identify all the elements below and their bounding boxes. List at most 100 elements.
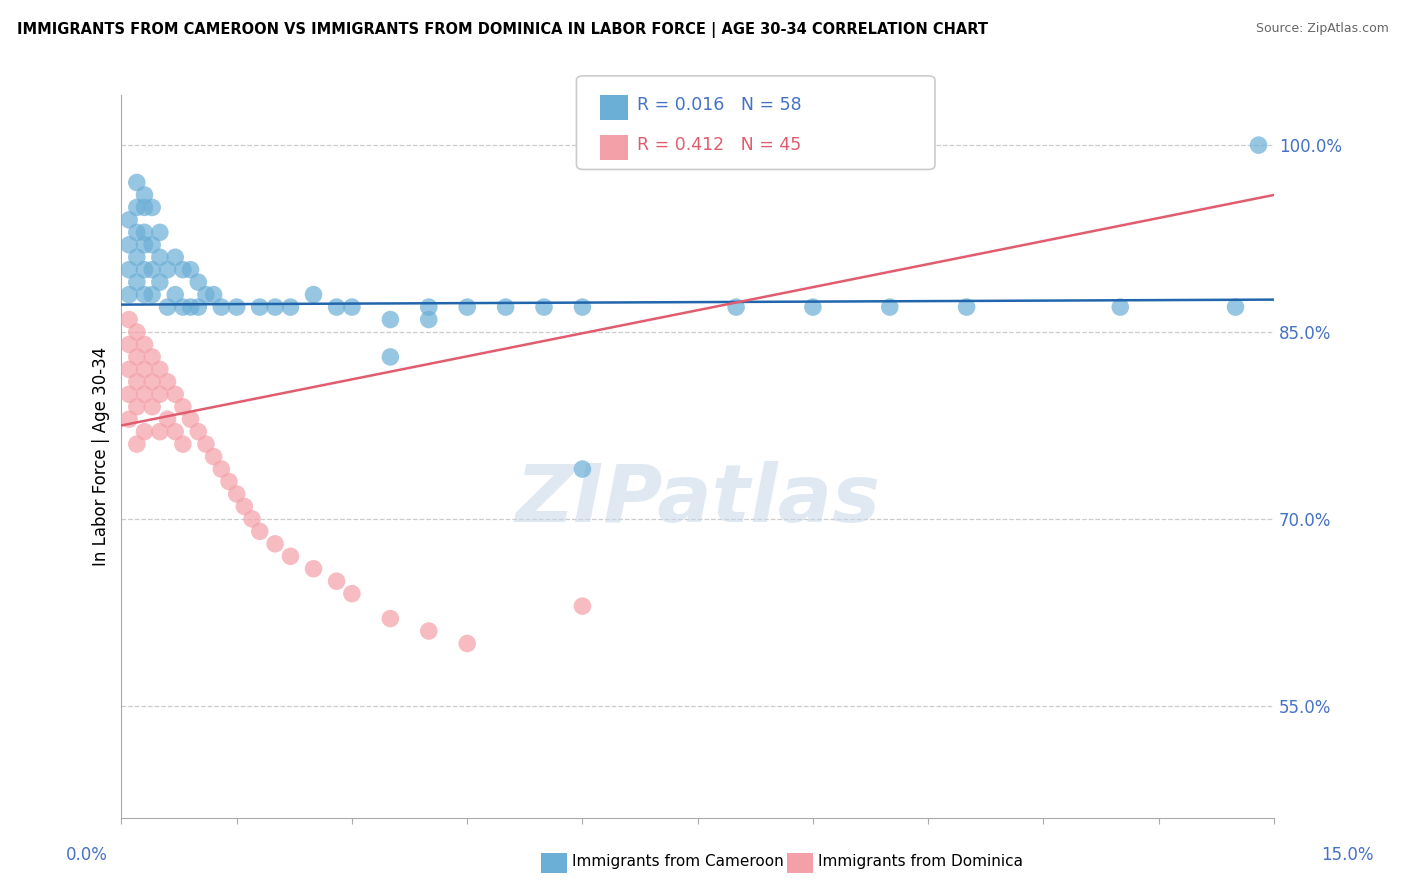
Point bbox=[801, 300, 824, 314]
Point bbox=[955, 300, 977, 314]
Point bbox=[149, 225, 172, 239]
Point bbox=[725, 300, 748, 314]
Point bbox=[180, 262, 202, 277]
Text: 15.0%: 15.0% bbox=[1320, 846, 1374, 863]
Point bbox=[418, 300, 440, 314]
Point bbox=[125, 225, 148, 239]
Point bbox=[1109, 300, 1132, 314]
Point bbox=[141, 287, 163, 301]
Point bbox=[125, 176, 148, 190]
Point bbox=[180, 412, 202, 426]
Point bbox=[141, 375, 163, 389]
Point bbox=[165, 387, 187, 401]
Point bbox=[340, 587, 363, 601]
Point bbox=[156, 300, 179, 314]
Point bbox=[240, 512, 263, 526]
Point bbox=[302, 562, 325, 576]
Point bbox=[249, 300, 271, 314]
Point bbox=[380, 350, 402, 364]
Point bbox=[249, 524, 271, 539]
Point bbox=[172, 300, 194, 314]
Point bbox=[134, 362, 156, 376]
Point bbox=[571, 300, 593, 314]
Point bbox=[125, 201, 148, 215]
Point bbox=[125, 437, 148, 451]
Point bbox=[134, 425, 156, 439]
Point bbox=[187, 275, 209, 289]
Point bbox=[209, 462, 232, 476]
Point bbox=[302, 287, 325, 301]
Point bbox=[125, 375, 148, 389]
Point bbox=[264, 537, 287, 551]
Point bbox=[264, 300, 287, 314]
Text: Immigrants from Dominica: Immigrants from Dominica bbox=[818, 855, 1024, 869]
Point bbox=[141, 262, 163, 277]
Point bbox=[118, 237, 141, 252]
Point bbox=[172, 262, 194, 277]
Point bbox=[209, 300, 232, 314]
Point bbox=[125, 250, 148, 264]
Point bbox=[202, 287, 225, 301]
Text: 0.0%: 0.0% bbox=[66, 846, 108, 863]
Point bbox=[134, 337, 156, 351]
Text: R = 0.412   N = 45: R = 0.412 N = 45 bbox=[637, 136, 801, 154]
Point bbox=[879, 300, 901, 314]
Point bbox=[118, 312, 141, 326]
Point bbox=[149, 387, 172, 401]
Y-axis label: In Labor Force | Age 30-34: In Labor Force | Age 30-34 bbox=[93, 347, 110, 566]
Text: R = 0.016   N = 58: R = 0.016 N = 58 bbox=[637, 96, 801, 114]
Point bbox=[280, 300, 302, 314]
Point bbox=[533, 300, 555, 314]
Point bbox=[225, 300, 247, 314]
Point bbox=[280, 549, 302, 564]
Point bbox=[125, 350, 148, 364]
Point bbox=[1225, 300, 1247, 314]
Point bbox=[233, 500, 256, 514]
Text: Source: ZipAtlas.com: Source: ZipAtlas.com bbox=[1256, 22, 1389, 36]
Point bbox=[125, 325, 148, 339]
Point bbox=[202, 450, 225, 464]
Point bbox=[187, 300, 209, 314]
Point bbox=[418, 624, 440, 638]
Text: IMMIGRANTS FROM CAMEROON VS IMMIGRANTS FROM DOMINICA IN LABOR FORCE | AGE 30-34 : IMMIGRANTS FROM CAMEROON VS IMMIGRANTS F… bbox=[17, 22, 988, 38]
Point bbox=[165, 425, 187, 439]
Point bbox=[134, 188, 156, 202]
Point bbox=[380, 312, 402, 326]
Point bbox=[325, 300, 347, 314]
Point bbox=[340, 300, 363, 314]
Point bbox=[165, 250, 187, 264]
Point bbox=[194, 437, 217, 451]
Text: Immigrants from Cameroon: Immigrants from Cameroon bbox=[572, 855, 785, 869]
Point bbox=[325, 574, 347, 589]
Point bbox=[456, 300, 478, 314]
Point bbox=[118, 262, 141, 277]
Point bbox=[141, 201, 163, 215]
Point bbox=[180, 300, 202, 314]
Point bbox=[571, 462, 593, 476]
Point bbox=[418, 312, 440, 326]
Point bbox=[156, 412, 179, 426]
Point bbox=[118, 412, 141, 426]
Point bbox=[218, 475, 240, 489]
Point bbox=[1247, 138, 1270, 153]
Point bbox=[149, 425, 172, 439]
Point bbox=[149, 275, 172, 289]
Point bbox=[118, 362, 141, 376]
Point bbox=[495, 300, 517, 314]
Point bbox=[149, 362, 172, 376]
Point bbox=[156, 375, 179, 389]
Point bbox=[141, 350, 163, 364]
Point bbox=[225, 487, 247, 501]
Point bbox=[125, 275, 148, 289]
Point bbox=[194, 287, 217, 301]
Point bbox=[456, 636, 478, 650]
Point bbox=[134, 201, 156, 215]
Point bbox=[118, 387, 141, 401]
Point bbox=[125, 400, 148, 414]
Point bbox=[165, 287, 187, 301]
Point bbox=[134, 237, 156, 252]
Point bbox=[141, 400, 163, 414]
Point bbox=[172, 400, 194, 414]
Point bbox=[134, 387, 156, 401]
Point bbox=[187, 425, 209, 439]
